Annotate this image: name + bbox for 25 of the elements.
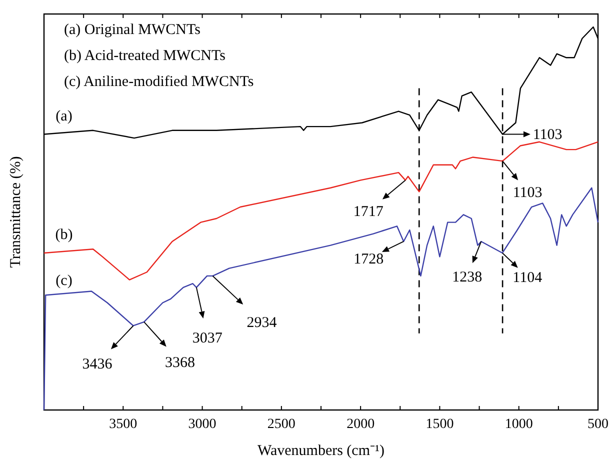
x-tick-label: 3500 <box>109 417 138 432</box>
x-tick-label: 500 <box>588 417 608 432</box>
annotation: (c) Aniline-modified MWCNTs <box>64 74 254 90</box>
annotation: 3368 <box>165 354 196 371</box>
y-axis-title: Transmittance (%) <box>8 156 24 268</box>
annotation: (a) Original MWCNTs <box>64 22 201 38</box>
x-tick-label: 1500 <box>426 417 454 432</box>
series-label: (a) <box>56 108 72 124</box>
annotation: (b) Acid-treated MWCNTs <box>64 48 226 64</box>
annotation: 1103 <box>512 185 542 202</box>
annotation: 2934 <box>246 314 278 331</box>
x-tick-label: 1000 <box>504 417 533 432</box>
annotation: 1728 <box>354 251 384 268</box>
annotation: 1238 <box>452 269 482 286</box>
annotation: 3037 <box>192 330 223 346</box>
series-label: (c) <box>56 273 72 290</box>
x-tick-label: 3000 <box>188 417 216 432</box>
x-tick-label: 2500 <box>267 417 296 432</box>
annotation: 1104 <box>512 270 543 286</box>
annotation: 1103 <box>532 127 562 144</box>
x-axis-title: Wavenumbers (cm⁻¹) <box>258 443 384 459</box>
annotation: 1717 <box>353 204 384 220</box>
series-label: (b) <box>55 227 73 244</box>
x-tick-label: 2000 <box>346 417 375 432</box>
annotation: 3436 <box>82 356 113 373</box>
